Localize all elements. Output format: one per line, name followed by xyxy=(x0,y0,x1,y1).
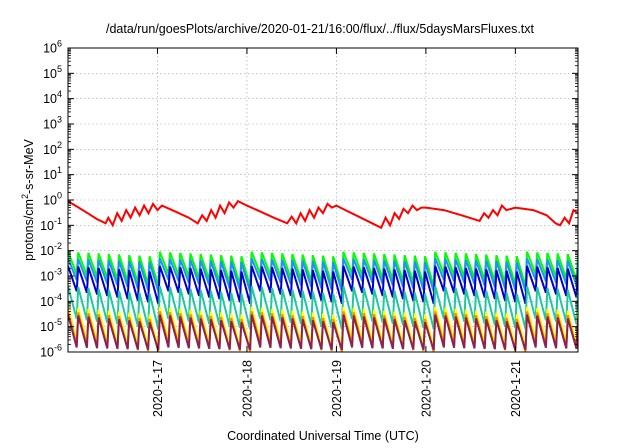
series-line-2 xyxy=(68,251,578,287)
y-tick-label: 104 xyxy=(43,89,62,106)
x-tick-label: 2020-1-20 xyxy=(419,360,433,417)
y-tick-label: 10-1 xyxy=(40,216,62,233)
series-group xyxy=(68,199,578,352)
y-axis-label-suffix: -s-sr-MeV xyxy=(22,138,36,194)
y-tick-label: 10-2 xyxy=(40,241,62,258)
series-line-6 xyxy=(68,306,578,348)
y-tick-label: 100 xyxy=(43,191,62,208)
series-line-8 xyxy=(68,314,578,351)
y-tick-exponent: 4 xyxy=(57,89,62,99)
y-tick-label: 102 xyxy=(43,140,62,157)
y-tick-label: 10-5 xyxy=(40,317,62,334)
y-tick-exponent: -4 xyxy=(54,292,62,302)
series-line-4 xyxy=(68,265,578,305)
y-tick-base: 10 xyxy=(40,244,54,258)
y-tick-base: 10 xyxy=(43,194,57,208)
y-tick-base: 10 xyxy=(40,219,54,233)
y-tick-exponent: 0 xyxy=(57,191,62,201)
y-tick-base: 10 xyxy=(43,67,57,81)
y-tick-label: 10-4 xyxy=(40,292,62,309)
chart-title: /data/run/goesPlots/archive/2020-01-21/1… xyxy=(105,22,534,36)
y-tick-exponent: -2 xyxy=(54,241,62,251)
y-tick-exponent: 6 xyxy=(57,39,62,49)
y-tick-exponent: -6 xyxy=(54,343,62,353)
x-tick-label: 2020-1-21 xyxy=(509,360,523,417)
y-axis: 10-610-510-410-310-210-11001011021031041… xyxy=(40,39,578,360)
y-axis-label: protons/cm2-s-sr-MeV xyxy=(20,138,36,260)
y-tick-base: 10 xyxy=(40,270,54,284)
x-axis-label: Coordinated Universal Time (UTC) xyxy=(227,429,419,443)
series-line-5 xyxy=(68,285,578,330)
y-tick-exponent: 2 xyxy=(57,140,62,150)
y-tick-exponent: -5 xyxy=(54,317,62,327)
y-tick-exponent: 3 xyxy=(57,115,62,125)
y-tick-exponent: 5 xyxy=(57,64,62,74)
y-tick-exponent: -3 xyxy=(54,267,62,277)
y-tick-base: 10 xyxy=(43,143,57,157)
y-tick-base: 10 xyxy=(40,295,54,309)
y-tick-exponent: -1 xyxy=(54,216,62,226)
y-tick-label: 103 xyxy=(43,115,62,132)
y-tick-label: 10-3 xyxy=(40,267,62,284)
x-tick-label: 2020-1-19 xyxy=(330,360,344,417)
x-tick-label: 2020-1-18 xyxy=(240,360,254,417)
y-tick-base: 10 xyxy=(40,320,54,334)
y-axis-label-prefix: protons/cm xyxy=(22,199,36,261)
series-line-1 xyxy=(68,199,578,230)
y-tick-label: 106 xyxy=(43,39,62,56)
y-tick-exponent: 1 xyxy=(57,165,62,175)
y-tick-base: 10 xyxy=(43,118,57,132)
y-tick-label: 101 xyxy=(43,165,62,182)
y-tick-base: 10 xyxy=(43,168,57,182)
y-tick-label: 10-6 xyxy=(40,343,62,360)
y-tick-label: 105 xyxy=(43,64,62,81)
x-tick-label: 2020-1-17 xyxy=(151,360,165,417)
y-tick-base: 10 xyxy=(43,42,57,56)
x-axis: 2020-1-17 2020-1-18 2020-1-19 2020-1-20 2020… xyxy=(151,48,523,417)
series-line-3 xyxy=(68,257,578,292)
y-tick-base: 10 xyxy=(43,92,57,106)
y-axis-label-sup: 2 xyxy=(20,194,30,199)
y-tick-base: 10 xyxy=(40,346,54,360)
